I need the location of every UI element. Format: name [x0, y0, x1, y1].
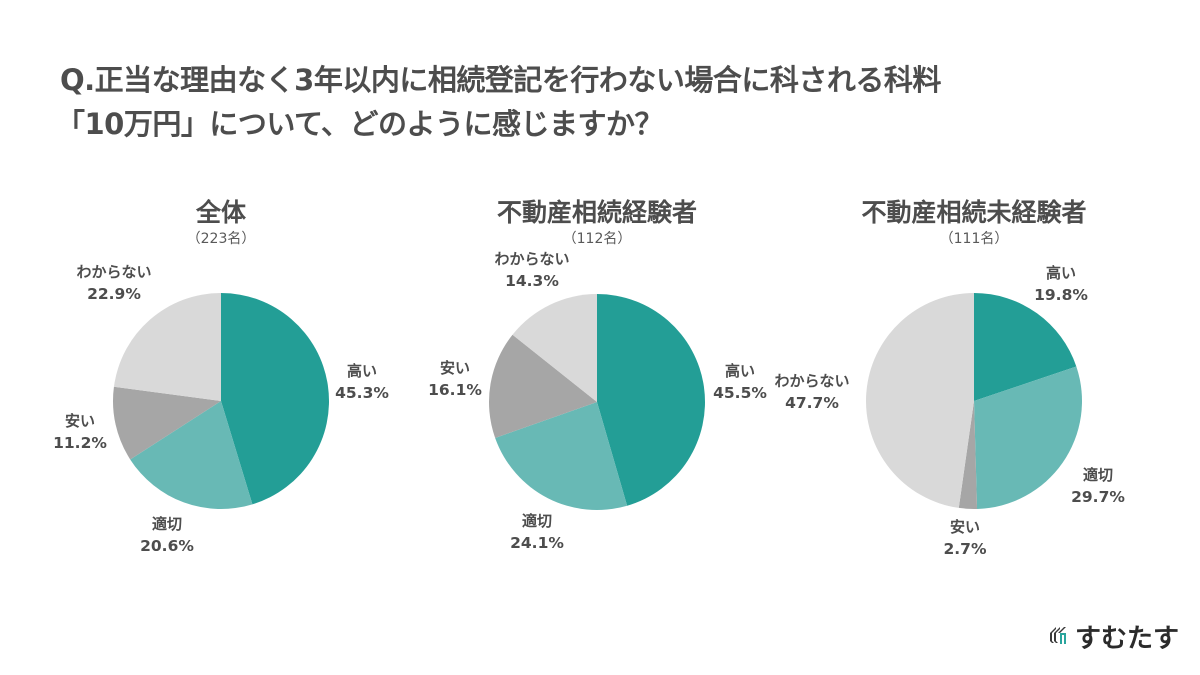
slice-label-cheap: 安い 11.2%	[53, 412, 107, 452]
slice-label-cheap: 安い 16.1%	[428, 359, 482, 399]
pie-chart-experienced: 不動産相続経験者 （112名） 高い 45.5% 適切 24.1% 安い 16.1% …	[428, 0, 767, 675]
pie-slice-安い	[112, 386, 221, 460]
slice-label-unknown: わからない 22.9%	[76, 263, 152, 303]
pie	[489, 294, 706, 510]
chart-title: 不動産相続経験者	[496, 198, 698, 227]
pie-slice-安い	[958, 401, 978, 510]
sumutasu-logo: すむたす	[1047, 618, 1179, 655]
pie-slice-高い	[221, 293, 329, 505]
slice-label-cheap: 安い 2.7%	[943, 518, 987, 558]
slice-label-appropriate: 適切 20.6%	[140, 515, 194, 555]
building-logo-icon	[1047, 623, 1071, 651]
slice-label-unknown: わからない 14.3%	[494, 250, 570, 290]
pie-slice-わからない	[865, 293, 974, 508]
chart-subtitle: （223名）	[186, 231, 256, 247]
pie-slice-高い	[597, 294, 706, 506]
pie	[112, 293, 329, 510]
chart-title: 不動産相続未経験者	[861, 198, 1087, 227]
pie-slice-適切	[974, 366, 1082, 509]
chart-title: 全体	[195, 198, 247, 227]
pie-slice-わからない	[512, 294, 597, 402]
chart-subtitle: （111名）	[939, 231, 1009, 247]
pie	[865, 293, 1082, 510]
pie-slice-適切	[130, 401, 253, 510]
pie-slice-適切	[495, 402, 628, 510]
pie-chart-inexperienced: 不動産相続未経験者 （111名） 高い 19.8% 適切 29.7% 安い 2.7% …	[774, 0, 1124, 675]
logo-text: すむたす	[1075, 624, 1180, 654]
pie-slice-わからない	[113, 293, 221, 401]
pie-slice-高い	[974, 293, 1077, 401]
slice-label-appropriate: 適切 24.1%	[510, 512, 564, 552]
slice-label-unknown: わからない 47.7%	[774, 372, 850, 412]
pie-chart-overall: 全体 （223名） 高い 45.3% 適切 20.6% 安い 11.2% わからない 2…	[53, 0, 389, 675]
slice-label-appropriate: 適切 29.7%	[1071, 466, 1125, 506]
slice-label-high: 高い 45.5%	[713, 362, 767, 402]
pie-slice-安い	[489, 334, 597, 438]
question-line-2: 「10万円」について、どのように感じますか？	[56, 107, 664, 141]
question-title: Q.正当な理由なく3年以内に相続登記を行わない場合に科される科料 「10万円」に…	[56, 58, 941, 146]
chart-subtitle: （112名）	[562, 231, 632, 247]
slice-label-high: 高い 19.8%	[1034, 264, 1088, 304]
question-line-1: Q.正当な理由なく3年以内に相続登記を行わない場合に科される科料	[60, 63, 941, 97]
slice-label-high: 高い 45.3%	[335, 362, 389, 402]
